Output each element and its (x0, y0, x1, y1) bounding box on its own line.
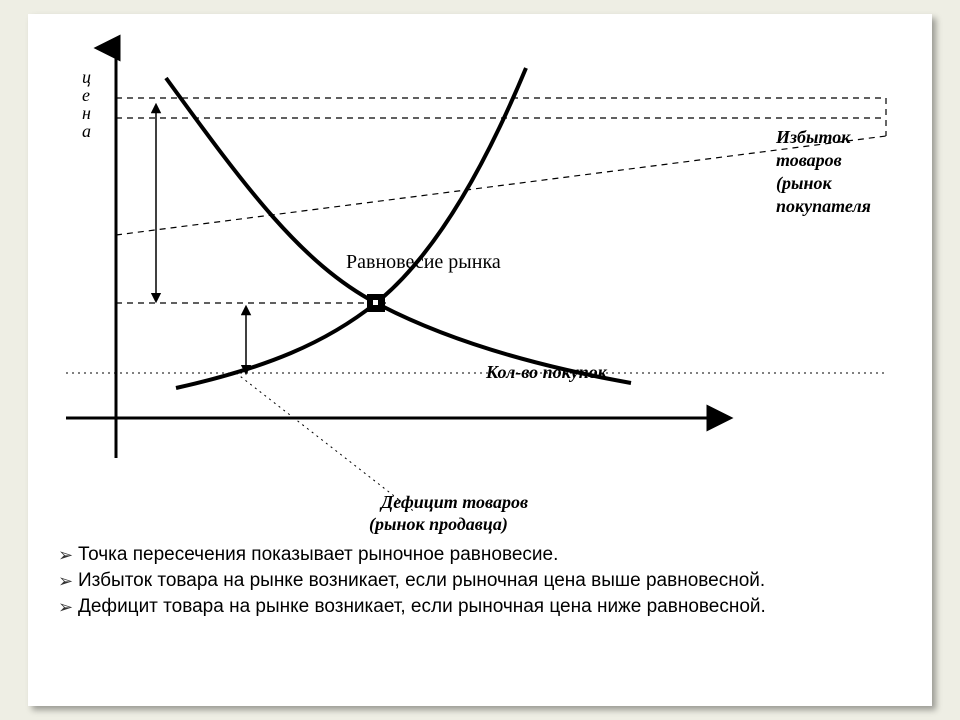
list-item: ➢ Дефицит товара на рынке возникает, есл… (58, 594, 908, 620)
surplus-label-3: (рынок (776, 173, 832, 194)
surplus-label-2: товаров (776, 150, 842, 170)
equilibrium-label: Равновесие рынка (346, 251, 501, 273)
y-axis-label: ц е н а (82, 67, 96, 141)
deficit-label-2: (рынок продавца) (369, 514, 508, 535)
slide-card: ц е н а Равновесие рынка Кол-во покупок … (28, 14, 932, 706)
demand-curve (166, 78, 631, 383)
bullet-icon: ➢ (58, 542, 76, 568)
bullet-text: Точка пересечения показывает рыночное ра… (78, 542, 558, 568)
quantity-label: Кол-во покупок (485, 362, 608, 382)
bullet-list: ➢ Точка пересечения показывает рыночное … (58, 542, 908, 620)
surplus-label-1: Избыток (775, 127, 851, 147)
equilibrium-diagram: ц е н а Равновесие рынка Кол-во покупок … (46, 28, 914, 528)
supply-curve (176, 68, 526, 388)
bullet-icon: ➢ (58, 568, 76, 594)
bullet-icon: ➢ (58, 594, 76, 620)
surplus-diagonal (116, 136, 886, 235)
bullet-text: Избыток товара на рынке возникает, если … (78, 568, 765, 594)
list-item: ➢ Точка пересечения показывает рыночное … (58, 542, 908, 568)
list-item: ➢ Избыток товара на рынке возникает, есл… (58, 568, 908, 594)
deficit-label-1: Дефицит товаров (379, 492, 528, 512)
bullet-text: Дефицит товара на рынке возникает, если … (78, 594, 766, 620)
equilibrium-point-inner (373, 300, 378, 305)
surplus-label-4: покупателя (776, 196, 871, 216)
